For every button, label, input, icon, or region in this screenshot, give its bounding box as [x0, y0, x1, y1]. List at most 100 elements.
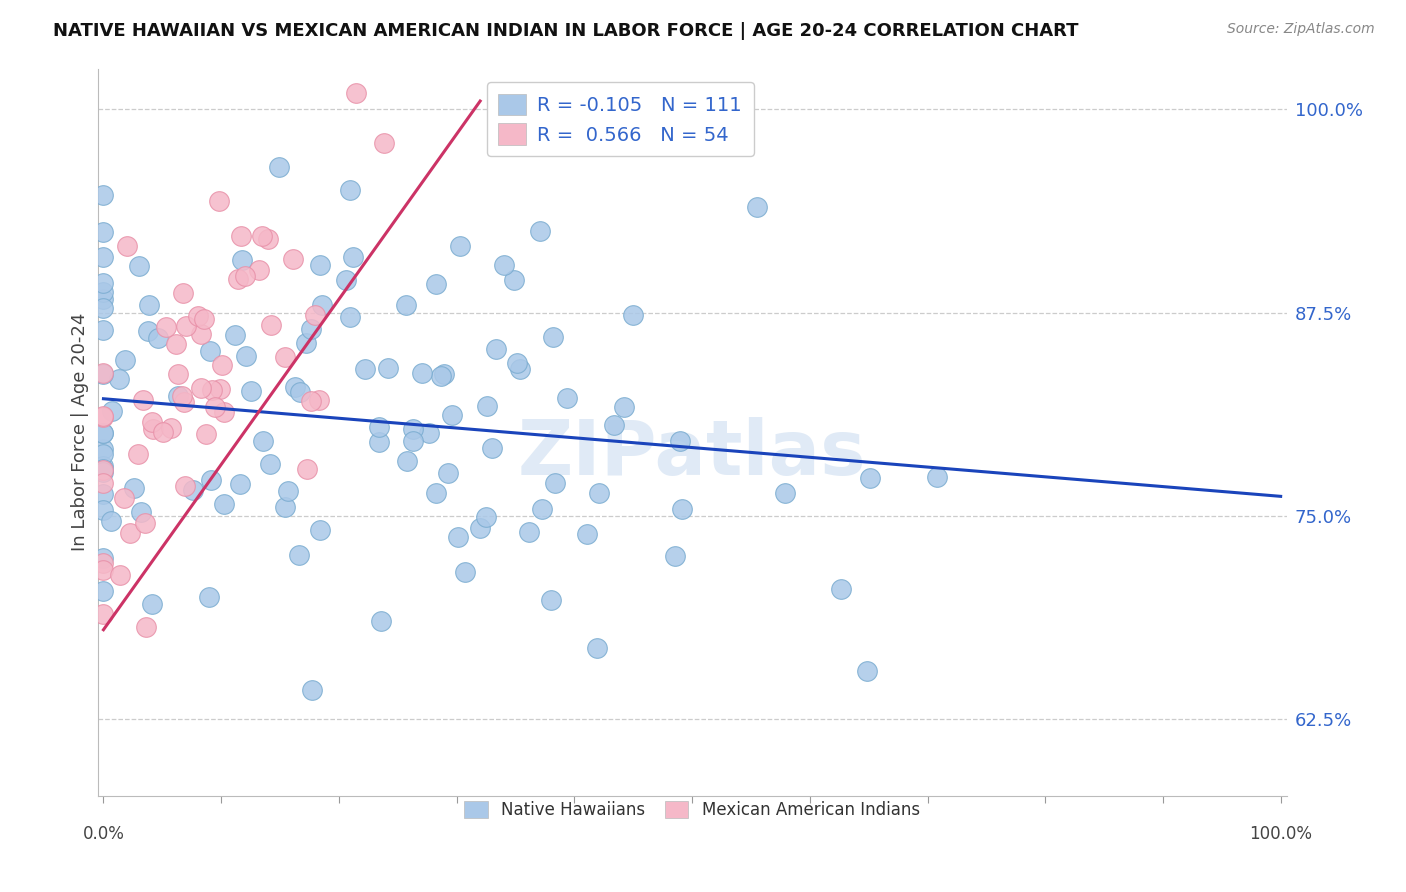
Point: [142, 422, 165, 436]
Point: [613, 400, 636, 414]
Point: [370, 614, 392, 628]
Point: [531, 502, 554, 516]
Point: [274, 350, 297, 364]
Point: [93, 463, 115, 477]
Point: [131, 392, 153, 407]
Point: [172, 285, 194, 300]
Point: [283, 380, 305, 394]
Text: 100.0%: 100.0%: [1249, 825, 1312, 843]
Point: [108, 372, 131, 386]
Point: [193, 311, 215, 326]
Point: [481, 441, 503, 455]
Point: [485, 342, 508, 356]
Point: [128, 259, 150, 273]
Point: [576, 527, 599, 541]
Point: [250, 228, 273, 243]
Point: [664, 549, 686, 563]
Point: [93, 447, 115, 461]
Point: [295, 335, 318, 350]
Point: [93, 323, 115, 337]
Point: [159, 421, 181, 435]
Point: [506, 356, 529, 370]
Point: [252, 434, 274, 448]
Point: [267, 160, 290, 174]
Point: [621, 309, 644, 323]
Point: [93, 563, 115, 577]
Point: [93, 458, 115, 473]
Point: [93, 426, 115, 441]
Legend: Native Hawaiians, Mexican American Indians: Native Hawaiians, Mexican American India…: [456, 792, 928, 827]
Point: [299, 393, 322, 408]
Point: [100, 514, 122, 528]
Point: [373, 136, 395, 150]
Point: [120, 525, 142, 540]
Point: [115, 239, 138, 253]
Point: [603, 418, 626, 433]
Point: [830, 582, 852, 596]
Point: [93, 475, 115, 490]
Point: [93, 551, 115, 566]
Point: [228, 272, 250, 286]
Point: [339, 183, 361, 197]
Point: [93, 462, 115, 476]
Point: [108, 567, 131, 582]
Point: [93, 409, 115, 423]
Point: [335, 273, 357, 287]
Point: [190, 326, 212, 341]
Point: [93, 442, 115, 456]
Point: [208, 194, 231, 208]
Point: [855, 665, 877, 679]
Point: [93, 285, 115, 299]
Point: [129, 505, 152, 519]
Point: [433, 367, 456, 381]
Point: [93, 426, 115, 441]
Point: [136, 324, 159, 338]
Point: [368, 420, 391, 434]
Point: [224, 327, 246, 342]
Point: [240, 384, 263, 398]
Point: [342, 250, 364, 264]
Point: [669, 434, 692, 448]
Point: [368, 434, 391, 449]
Point: [194, 427, 217, 442]
Point: [166, 367, 188, 381]
Point: [174, 318, 197, 333]
Point: [93, 583, 115, 598]
Point: [440, 408, 463, 422]
Point: [93, 502, 115, 516]
Text: NATIVE HAWAIIAN VS MEXICAN AMERICAN INDIAN IN LABOR FORCE | AGE 20-24 CORRELATIO: NATIVE HAWAIIAN VS MEXICAN AMERICAN INDI…: [53, 22, 1078, 40]
Y-axis label: In Labor Force | Age 20-24: In Labor Force | Age 20-24: [72, 313, 89, 551]
Point: [308, 392, 330, 407]
Point: [425, 486, 447, 500]
Point: [183, 483, 205, 498]
Point: [138, 298, 160, 312]
Point: [543, 475, 565, 490]
Point: [127, 446, 149, 460]
Point: [112, 491, 135, 505]
Point: [470, 521, 492, 535]
Point: [93, 465, 115, 479]
Point: [281, 252, 304, 266]
Point: [93, 301, 115, 315]
Point: [411, 367, 433, 381]
Point: [173, 394, 195, 409]
Point: [235, 269, 257, 284]
Point: [93, 367, 115, 381]
Point: [231, 252, 253, 267]
Point: [141, 415, 163, 429]
Text: 0.0%: 0.0%: [83, 825, 124, 843]
Point: [200, 473, 222, 487]
Point: [588, 486, 610, 500]
Point: [773, 486, 796, 500]
Point: [425, 277, 447, 292]
Point: [309, 258, 332, 272]
Point: [509, 361, 531, 376]
Point: [93, 188, 115, 202]
Point: [396, 454, 419, 468]
Point: [93, 487, 115, 501]
Point: [172, 389, 194, 403]
Point: [747, 200, 769, 214]
Point: [260, 318, 283, 332]
Point: [288, 384, 311, 399]
Point: [165, 336, 187, 351]
